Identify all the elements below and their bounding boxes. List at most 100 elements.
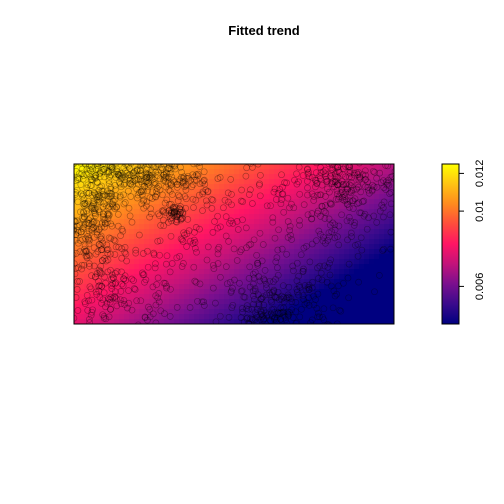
heat-cell xyxy=(389,209,394,215)
data-point xyxy=(160,171,168,179)
heat-cell xyxy=(309,194,315,200)
heat-cell xyxy=(99,319,105,324)
heat-cell xyxy=(259,179,265,185)
data-point xyxy=(293,170,300,178)
data-point xyxy=(174,211,182,219)
data-point xyxy=(321,262,328,270)
data-point xyxy=(304,211,312,219)
data-point xyxy=(273,254,281,261)
heat-cell xyxy=(389,199,394,205)
heat-cell xyxy=(159,234,165,240)
heat-cell xyxy=(84,199,90,205)
data-point xyxy=(334,181,341,189)
data-point xyxy=(250,274,258,282)
heat-cell xyxy=(79,164,85,170)
data-point xyxy=(152,168,160,176)
data-point xyxy=(160,175,168,183)
heat-cell xyxy=(204,219,210,225)
heat-cell xyxy=(89,259,95,265)
heat-cell xyxy=(194,189,200,195)
heat-cell xyxy=(184,199,190,205)
data-point xyxy=(243,315,251,322)
heat-cell xyxy=(234,294,240,300)
heat-cell xyxy=(304,294,310,300)
heat-cell xyxy=(194,224,200,230)
heat-cell xyxy=(264,219,270,225)
heat-cell xyxy=(249,284,255,290)
heat-cell xyxy=(274,234,280,240)
heat-cell xyxy=(244,204,250,210)
data-point xyxy=(376,169,384,177)
data-point xyxy=(166,215,174,222)
heat-cell xyxy=(149,189,155,195)
data-point xyxy=(379,204,387,212)
data-point xyxy=(144,247,151,255)
heat-cell xyxy=(104,234,110,240)
heat-cell xyxy=(199,269,205,275)
heat-cell xyxy=(209,294,215,300)
heat-cell xyxy=(194,184,200,190)
heat-cell xyxy=(234,314,240,320)
data-point xyxy=(77,164,84,167)
data-point xyxy=(180,177,187,185)
data-point xyxy=(180,229,187,237)
heat-cell xyxy=(294,194,300,200)
data-point xyxy=(76,237,84,244)
heat-cell xyxy=(264,199,270,205)
heat-cell xyxy=(144,314,150,320)
data-point xyxy=(277,304,285,312)
heat-cell xyxy=(244,314,250,320)
heat-cell xyxy=(214,199,220,205)
heat-cell xyxy=(344,304,350,310)
data-point xyxy=(242,224,250,232)
heat-cell xyxy=(284,174,290,180)
heat-cell xyxy=(309,164,315,170)
heat-cell xyxy=(229,224,235,230)
data-point xyxy=(107,306,115,313)
heat-cell xyxy=(74,234,80,240)
data-point xyxy=(139,269,146,277)
heat-cell xyxy=(114,274,120,280)
heat-cell xyxy=(124,264,130,270)
heat-cell xyxy=(334,189,340,195)
data-point xyxy=(150,164,158,170)
heat-cell xyxy=(254,259,260,265)
heat-cell xyxy=(314,164,320,170)
data-point xyxy=(255,300,263,308)
heat-cell xyxy=(284,304,290,310)
data-point xyxy=(242,305,250,313)
data-point xyxy=(153,184,161,192)
data-point xyxy=(317,213,324,220)
heat-cell xyxy=(164,294,170,300)
data-point xyxy=(139,186,146,194)
heat-cell xyxy=(104,229,110,235)
heat-cell xyxy=(109,224,115,230)
heat-cell xyxy=(254,174,260,180)
data-point xyxy=(104,168,112,176)
heat-cell xyxy=(74,179,80,185)
heat-cell xyxy=(294,204,300,210)
heat-cell xyxy=(94,264,100,270)
data-point xyxy=(108,164,115,172)
data-point xyxy=(154,294,162,302)
heat-cell xyxy=(324,249,330,255)
heat-cell xyxy=(189,294,195,300)
heat-cell xyxy=(259,209,265,215)
heat-cell xyxy=(249,214,255,220)
data-point xyxy=(255,302,263,309)
heat-cell xyxy=(339,244,345,250)
heat-cell xyxy=(84,249,90,255)
data-point xyxy=(173,211,181,219)
heat-cell xyxy=(269,279,275,285)
data-point xyxy=(317,231,324,238)
heat-cell xyxy=(234,249,240,255)
heat-cell xyxy=(84,269,90,275)
heat-cell xyxy=(154,304,160,310)
heat-cell xyxy=(94,229,100,235)
data-point xyxy=(176,193,183,200)
heat-cell xyxy=(244,259,250,265)
heat-cell xyxy=(349,169,355,175)
heat-cell xyxy=(214,214,220,220)
heat-cell xyxy=(304,249,310,255)
heat-cell xyxy=(309,274,315,280)
